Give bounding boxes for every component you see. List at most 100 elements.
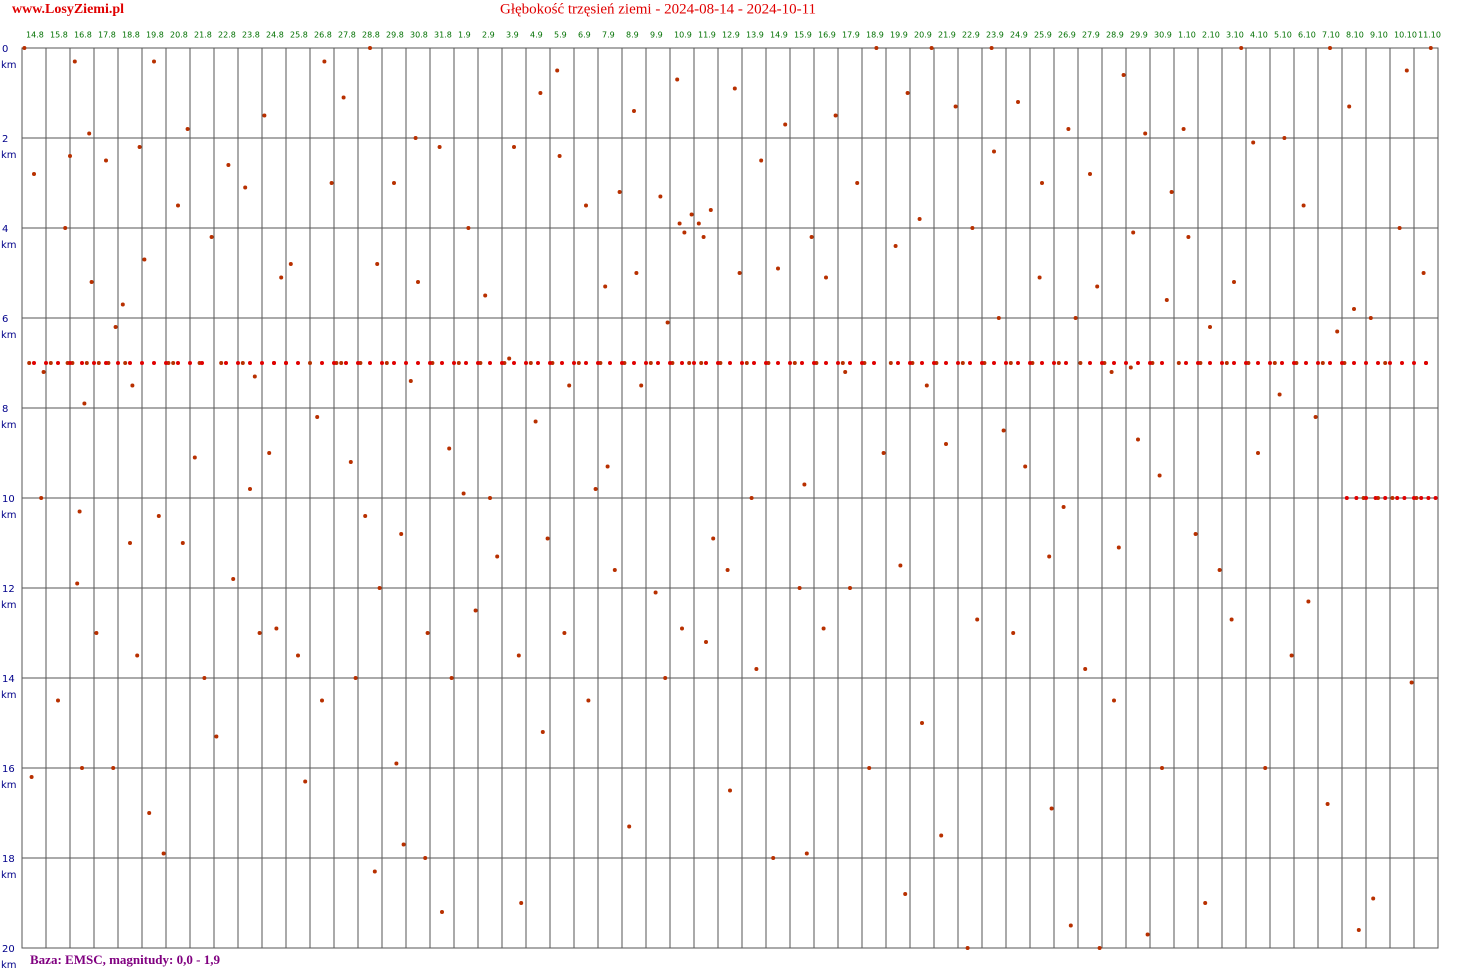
quake-point [821,626,826,631]
quake-point [260,361,264,365]
quake-point [538,91,543,95]
quake-point [80,766,84,770]
x-tick-label: 4.10 [1250,31,1268,40]
quake-point [1186,235,1191,239]
quake-point [1292,361,1296,365]
footer: Baza: EMSC, magnitudy: 0,0 - 1,9 [30,952,220,967]
quake-point [699,361,704,365]
quake-point [243,185,248,190]
quake-point [833,113,838,118]
x-tick-label: 27.9 [1082,31,1100,40]
quake-point [240,361,245,365]
quake-point [1160,361,1164,365]
quake-point [524,361,528,365]
y-tick-label: 18 [2,854,15,865]
quake-point [1148,361,1152,365]
x-tick-label: 8.10 [1346,31,1364,40]
quake-point [1251,140,1256,145]
quake-point [843,370,848,374]
quake-point [1364,361,1368,365]
quake-point [408,379,413,383]
x-tick-label: 7.10 [1322,31,1340,40]
quake-point [380,361,384,365]
x-tick-label: 18.9 [866,31,884,40]
quake-point [732,86,737,91]
quake-point [716,361,720,365]
quake-point [89,280,94,284]
quake-point [252,374,257,379]
quake-point [1373,496,1378,500]
quake-point [416,280,420,284]
quake-point [608,361,612,365]
quake-point [783,122,788,127]
x-tick-label: 11.10 [1418,31,1441,40]
quake-point [1428,46,1433,50]
quake-point [704,361,708,365]
quake-point [1112,361,1116,365]
quake-point [192,455,197,460]
quake-point [929,46,934,50]
quake-point [274,626,279,631]
y-unit-label: km [1,150,17,161]
quake-point [377,586,382,590]
quake-point [605,464,610,469]
x-tick-label: 19.9 [890,31,908,40]
x-tick-label: 16.9 [818,31,836,40]
quake-point [1268,361,1272,365]
quake-point [749,496,754,500]
y-unit-label: km [1,510,17,521]
quake-point [473,608,478,613]
quake-point [226,163,231,167]
quake-point [1340,361,1344,365]
quake-point [711,536,716,541]
quake-point [209,235,214,239]
quake-point [22,46,27,50]
quake-point [214,734,219,739]
quake-point [1100,361,1104,365]
quake-point [1402,496,1407,500]
quake-point [1037,275,1042,280]
quake-point [1088,172,1092,176]
quake-point [800,361,804,365]
quake-point [1040,361,1044,365]
quake-point [137,145,142,149]
quake-point [1143,131,1148,136]
quake-point [1073,316,1078,320]
quake-point [668,361,672,365]
quake-point [152,361,156,365]
quake-point [1229,617,1234,622]
quake-point [1277,392,1282,397]
quake-point [296,653,300,658]
quake-point [87,131,92,136]
quake-point [123,361,128,365]
quake-point [893,244,898,248]
quake-point [848,361,852,365]
quake-point [392,361,396,365]
quake-point [627,824,632,829]
quake-point [540,730,545,734]
quake-point [953,104,958,109]
quake-point [142,257,147,262]
quake-point [437,145,442,149]
quake-point [1395,496,1400,500]
x-tick-label: 8.9 [626,31,639,40]
quake-point [1344,496,1349,500]
quake-point [135,653,140,658]
x-tick-label: 12.9 [722,31,740,40]
quake-point [322,59,327,64]
quake-point [836,361,840,365]
y-unit-label: km [1,960,17,970]
quake-point [776,266,780,271]
x-tick-label: 22.8 [218,31,236,40]
quake-point [80,361,84,365]
quake-point [804,851,809,856]
quake-point [754,667,759,671]
quake-point [533,419,538,424]
quake-point [1239,46,1244,50]
quake-point [476,361,480,365]
x-tick-label: 14.9 [770,31,788,40]
quake-point [728,361,732,365]
x-tick-label: 2.10 [1202,31,1220,40]
quake-point [1426,496,1431,500]
quake-point [1008,361,1013,365]
